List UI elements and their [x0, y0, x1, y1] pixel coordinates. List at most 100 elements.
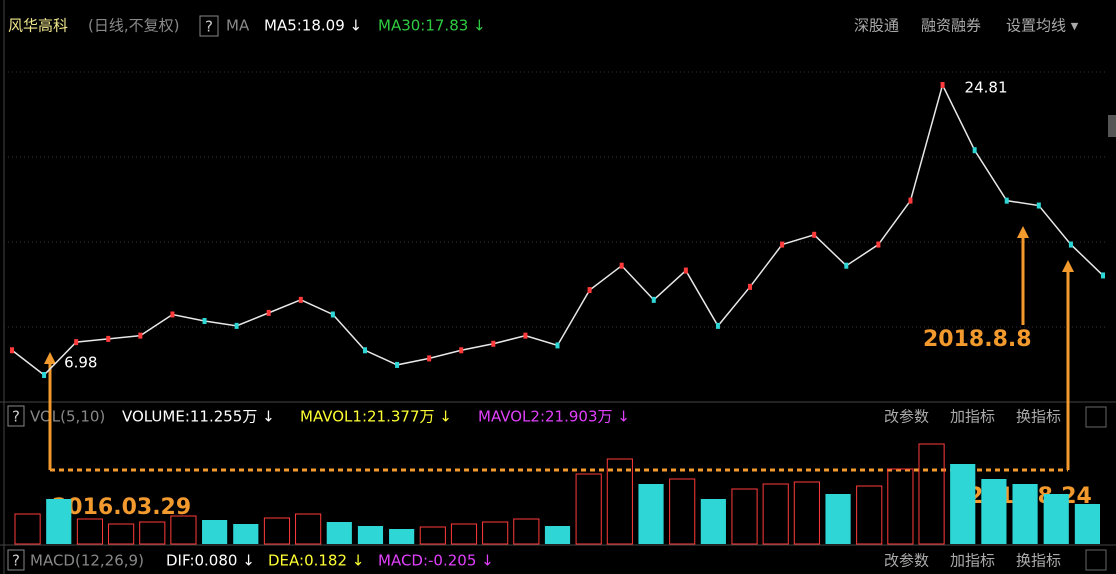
button[interactable]: 改参数: [884, 552, 929, 570]
button[interactable]: 加指标: [950, 408, 995, 426]
annotation: 2016.03.29: [52, 495, 191, 520]
macd: MACD:-0.205 ↓: [378, 552, 494, 570]
help-box[interactable]: [7, 405, 25, 427]
candle: [1036, 202, 1041, 209]
volume-bar: [233, 524, 259, 544]
volume-bar: [544, 526, 571, 544]
volume-bar: [139, 521, 166, 545]
button[interactable]: 深股通: [854, 17, 899, 35]
candle: [234, 322, 239, 329]
mavol1: MAVOL1:21.377万 ↓: [300, 408, 452, 426]
stock-name: 风华高科: [8, 17, 68, 35]
annotation: 2018.8.8: [923, 327, 1032, 352]
button[interactable]: 融资融券: [921, 17, 981, 35]
volume-bar: [918, 443, 945, 545]
candle: [683, 267, 688, 274]
close[interactable]: [1085, 549, 1107, 571]
candle: [812, 231, 817, 238]
candle: [555, 342, 560, 349]
volume-bar: [1074, 504, 1100, 544]
candle: [362, 347, 367, 354]
volume-bar: [450, 523, 478, 545]
volume-bar: [46, 499, 72, 544]
candle: [1101, 272, 1105, 279]
volume-bar: [856, 485, 883, 545]
high-label: 24.81: [965, 79, 1008, 97]
volume-bar: [731, 488, 758, 545]
volume-bar: [1043, 494, 1069, 544]
candle: [1068, 241, 1073, 248]
candle: [940, 82, 945, 88]
volume-bar: [887, 468, 914, 545]
candle: [1004, 197, 1009, 204]
mavol2: MAVOL2:21.903万 ↓: [478, 408, 630, 426]
candle: [138, 332, 143, 339]
help[interactable]: ?: [205, 18, 213, 36]
candle: [427, 355, 432, 362]
volume-bar: [950, 464, 976, 544]
dea: DEA:0.182 ↓: [268, 552, 364, 570]
volume: VOLUME:11.255万 ↓: [122, 408, 275, 426]
volume-bar: [825, 494, 851, 544]
close[interactable]: [1085, 406, 1107, 428]
volume-bar: [14, 513, 41, 545]
candle: [780, 241, 785, 248]
volume-bar: [389, 529, 415, 544]
button[interactable]: 换指标: [1016, 408, 1061, 426]
button[interactable]: 改参数: [884, 408, 929, 426]
volume-bar: [170, 515, 197, 545]
scrollbar[interactable]: [1108, 115, 1116, 137]
candle: [748, 283, 753, 290]
volume-bar: [263, 517, 291, 545]
candle: [74, 339, 79, 346]
help-box[interactable]: [199, 15, 219, 37]
button[interactable]: 设置均线 ▾: [1006, 17, 1079, 35]
help-box[interactable]: [7, 549, 25, 571]
button[interactable]: 加指标: [950, 552, 995, 570]
volume-bar: [202, 520, 228, 544]
candle: [972, 147, 977, 154]
volume-bar: [793, 481, 820, 545]
candle: [619, 262, 624, 269]
volume-bar: [295, 513, 322, 545]
candle: [42, 372, 47, 378]
candle: [523, 332, 528, 339]
ma30: MA30:17.83 ↓: [378, 17, 486, 35]
dif: DIF:0.080 ↓: [166, 552, 255, 570]
volume-bar: [513, 518, 540, 545]
volume-bar: [419, 526, 446, 545]
candle: [844, 262, 849, 269]
button[interactable]: 换指标: [1016, 552, 1061, 570]
ma5: MA5:18.09 ↓: [264, 17, 362, 35]
candle: [651, 296, 656, 303]
candle: [330, 311, 335, 318]
candle: [266, 309, 271, 316]
volume-bar: [76, 518, 104, 545]
volume-bar: [357, 526, 384, 544]
candle: [10, 347, 14, 354]
mode: (日线,不复权): [88, 17, 179, 35]
candle: [908, 197, 913, 204]
volume-bar: [326, 522, 352, 544]
candle: [491, 340, 496, 347]
candle: [395, 361, 400, 368]
help[interactable]: ?: [12, 552, 20, 570]
ma-label: MA: [226, 17, 250, 35]
candle: [715, 322, 720, 329]
volume-bar: [575, 473, 602, 545]
volume-bar: [700, 499, 726, 544]
volume-bar: [981, 479, 1007, 544]
candle: [459, 347, 464, 354]
help[interactable]: ?: [12, 408, 20, 426]
volume-bar: [762, 483, 789, 545]
volume-bar: [1012, 484, 1038, 544]
candle: [106, 335, 111, 342]
candle: [587, 287, 592, 294]
volume-bar: [108, 523, 135, 545]
candle: [298, 296, 303, 303]
vol-name: VOL(5,10): [30, 408, 105, 426]
volume-bar: [606, 458, 633, 545]
candle: [876, 241, 881, 248]
